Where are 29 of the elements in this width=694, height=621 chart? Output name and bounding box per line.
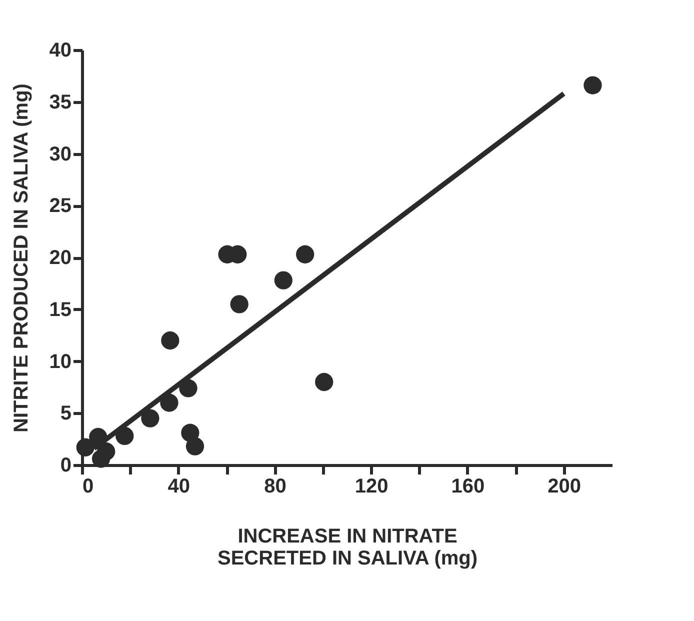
y-tick-label: 10 [49, 350, 72, 373]
x-tick-label: 160 [451, 476, 485, 498]
y-axis-title: NITRITE PRODUCED IN SALIVA (mg) [10, 84, 32, 432]
x-tick-label: 0 [82, 476, 94, 498]
point [315, 372, 334, 392]
y-tick-label: 25 [49, 195, 72, 218]
x-axis-title: INCREASE IN NITRATE SECRETED IN SALIVA (mg) [217, 526, 478, 570]
point [92, 450, 110, 468]
point [76, 438, 94, 456]
y-tick-label: 20 [49, 247, 72, 269]
point [186, 437, 204, 456]
x-tick-label: 40 [168, 476, 190, 498]
y-tick-label: 15 [49, 298, 72, 321]
point [160, 394, 178, 412]
y-tick-label: 5 [60, 402, 72, 425]
point [274, 271, 292, 290]
point [584, 76, 602, 94]
x-tick-label: 200 [548, 476, 582, 498]
point [230, 295, 248, 314]
y-tick-label: 35 [49, 91, 72, 114]
y-tick-label: 0 [60, 454, 72, 476]
y-tick-label: 40 [49, 40, 72, 62]
y-tick-label: 30 [49, 143, 72, 166]
point [141, 409, 160, 428]
point [179, 379, 198, 398]
point [296, 245, 314, 264]
x-tick-label: 80 [264, 476, 286, 498]
point [161, 331, 180, 350]
x-tick-label: 120 [354, 476, 388, 498]
